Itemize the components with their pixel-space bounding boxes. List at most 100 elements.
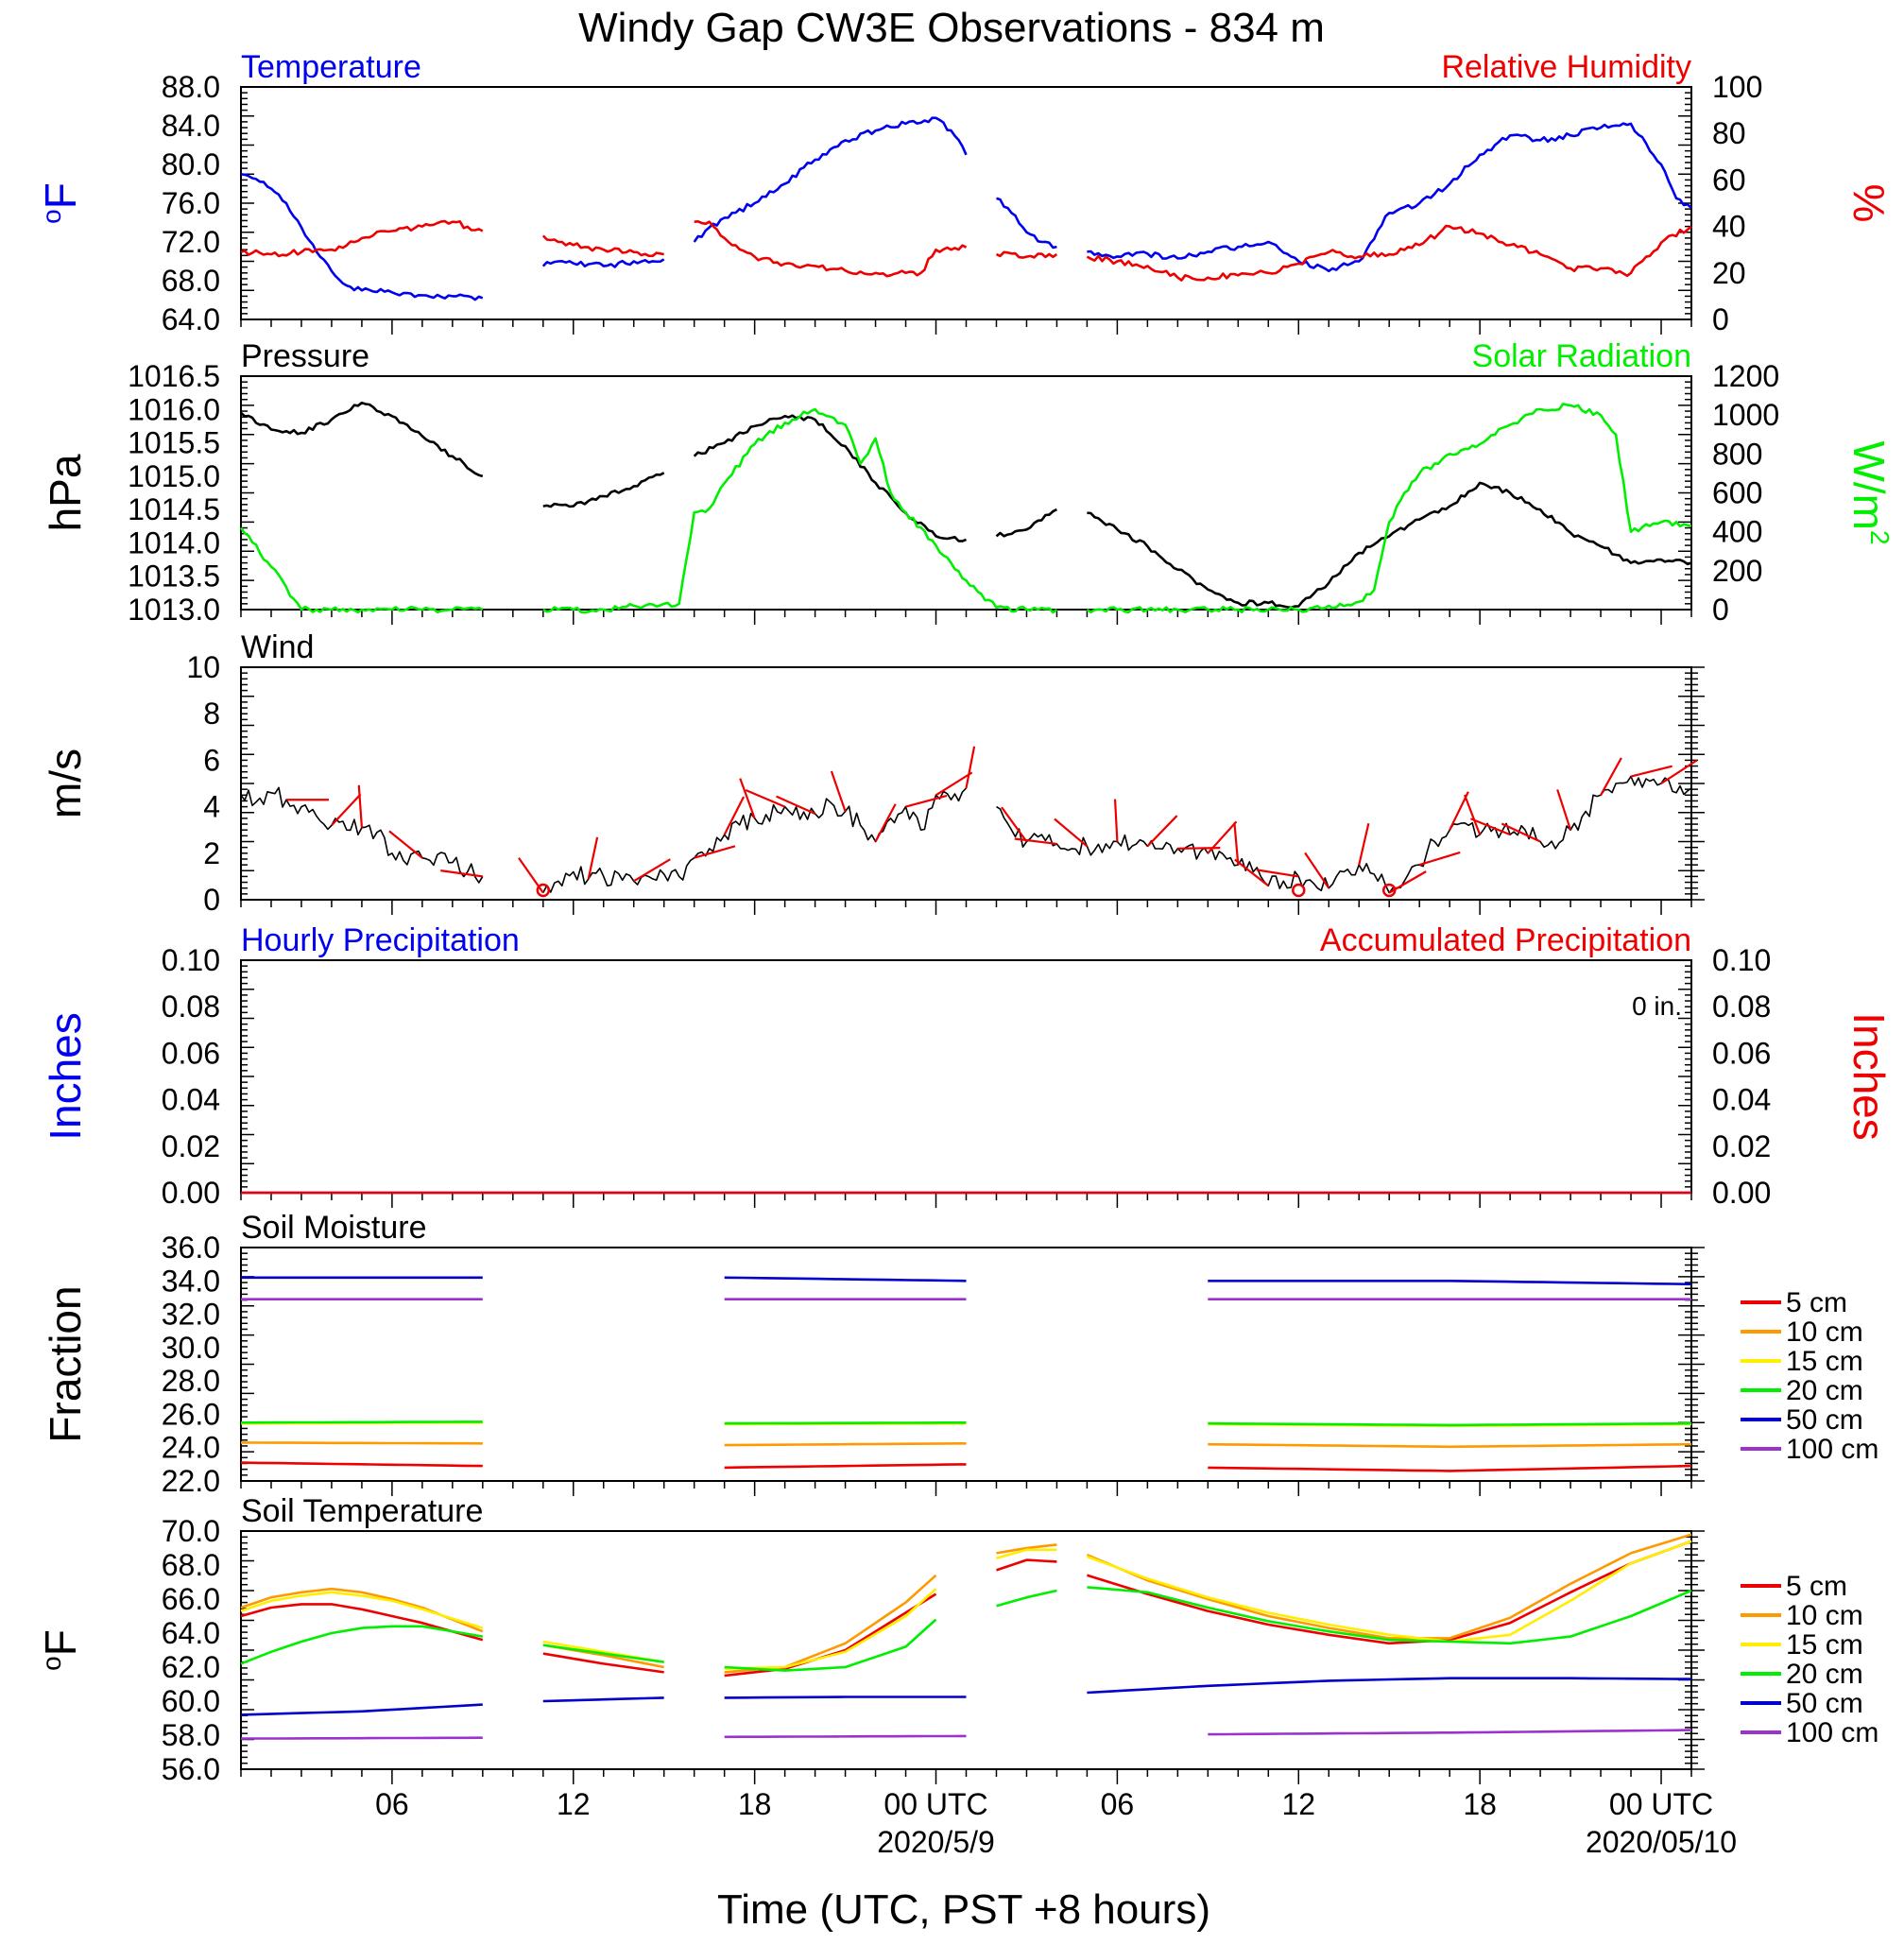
wind-panel: 10 8 6 4 2 0 Wind m/s	[41, 629, 1705, 917]
y-axis-label-left: hPa	[41, 454, 90, 531]
series-line-wind	[240, 775, 1692, 894]
y-tick-label-left: 0.02	[162, 1129, 220, 1163]
wind-barb	[723, 796, 746, 835]
wind-barb	[1556, 789, 1572, 831]
series-line-5cm	[240, 1540, 1692, 1678]
y-tick-label-right: 0.04	[1712, 1083, 1771, 1117]
y-tick-label-right: 1200	[1712, 359, 1779, 393]
y-tick-label-left: 6	[203, 743, 220, 777]
y-tick-label-left: 36.0	[162, 1231, 220, 1265]
series-line-solar	[239, 403, 1692, 614]
y-axis-label-left: Fraction	[41, 1285, 90, 1442]
legend-label: 100 cm	[1786, 1434, 1878, 1465]
wind-barb	[1660, 759, 1698, 784]
accumulated-total: 0 in.	[1632, 991, 1682, 1021]
wind-barb	[633, 858, 671, 883]
minor-ticks	[240, 375, 1692, 625]
wind-barb	[1233, 822, 1240, 866]
series-line-5cm	[240, 1461, 1692, 1472]
y-tick-label-left: 1015.5	[128, 426, 220, 460]
y-tick-label-left: 22.0	[162, 1464, 220, 1498]
x-tick-label: 18	[1463, 1787, 1497, 1821]
y-tick-label-left: 34.0	[162, 1264, 220, 1298]
calm-wind-circle	[1292, 883, 1306, 898]
y-tick-label-right: 1000	[1712, 398, 1779, 432]
y-tick-label-left: 24.0	[162, 1431, 220, 1465]
y-tick-label-right: 0.06	[1712, 1036, 1771, 1070]
wind-barb	[1418, 851, 1461, 867]
panel-title-left: Hourly Precipitation	[241, 922, 520, 958]
y-tick-label-left: 1016.0	[128, 392, 220, 426]
y-tick-label-left: 0.04	[162, 1083, 220, 1117]
wind-barb	[874, 803, 897, 843]
panel-title-right: Accumulated Precipitation	[1320, 922, 1691, 958]
series-line-10cm	[240, 1533, 1692, 1674]
series-line-humidity	[240, 219, 1692, 282]
y-tick-label-left: 60.0	[162, 1684, 220, 1718]
y-tick-label-left: 32.0	[162, 1298, 220, 1332]
y-tick-label-left: 72.0	[162, 225, 220, 259]
y-tick-label-right: 200	[1712, 554, 1762, 588]
x-axis-label: Time (UTC, PST +8 hours)	[717, 1886, 1210, 1933]
wind-barb	[739, 778, 756, 819]
y-tick-label-left: 26.0	[162, 1397, 220, 1431]
y-tick-label-left: 1014.0	[128, 525, 220, 559]
y-tick-label-left: 4	[203, 790, 220, 824]
minor-ticks	[240, 1247, 1705, 1496]
panel-title-right: Solar Radiation	[1472, 338, 1691, 374]
wind-barb	[935, 771, 973, 797]
soil-moisture-panel: 36.034.032.030.028.026.024.022.0 Soil Moi…	[41, 1210, 1878, 1498]
panel-title-right: Relative Humidity	[1441, 49, 1691, 85]
wind-barb	[1358, 823, 1370, 866]
y-tick-label-left: 0	[203, 883, 220, 917]
legend-label: 5 cm	[1786, 1287, 1847, 1318]
legend-label: 10 cm	[1786, 1317, 1863, 1348]
x-tick-label: 00 UTC	[883, 1787, 987, 1821]
y-tick-label-left: 30.0	[162, 1331, 220, 1365]
calm-wind-circle	[1381, 883, 1397, 898]
wind-barb	[1463, 794, 1482, 835]
wind-barb	[331, 793, 362, 827]
y-tick-label-left: 1013.0	[128, 593, 220, 627]
y-tick-label-left: 76.0	[162, 186, 220, 220]
wind-barb	[776, 795, 816, 815]
x-tick-label: 12	[1281, 1787, 1315, 1821]
y-tick-label-left: 0.10	[162, 943, 220, 977]
legend-label: 50 cm	[1786, 1688, 1863, 1719]
chart-title: Windy Gap CW3E Observations - 834 m	[578, 5, 1325, 51]
y-tick-label-left: 2	[203, 836, 220, 870]
wind-barb	[830, 770, 847, 812]
y-tick-label-left: 88.0	[162, 70, 220, 104]
y-tick-label-right: 400	[1712, 515, 1762, 549]
panel-title-left: Soil Moisture	[241, 1210, 427, 1246]
y-tick-label-right: 0	[1712, 302, 1729, 336]
series-line-50cm	[241, 1276, 1692, 1286]
y-tick-label-left: 28.0	[162, 1364, 220, 1398]
wind-barb	[1256, 869, 1299, 878]
soil-temperature-panel: 70.068.066.064.062.060.058.056.0 Soil Tem…	[36, 1493, 1878, 1786]
wind-barb	[1207, 820, 1238, 854]
minor-ticks	[240, 1530, 1705, 1784]
panel-title-left: Temperature	[241, 49, 421, 85]
y-tick-label-right: 100	[1712, 70, 1762, 104]
x-axis: 06 12 18 00 UTC 06 12 18 00 UTC 2020/5/9 2020/05/…	[375, 1787, 1737, 1859]
wind-barb	[440, 869, 483, 878]
x-tick-label: 06	[375, 1787, 409, 1821]
wind-barb	[965, 746, 976, 789]
y-axis-label-left: oF	[36, 1629, 85, 1671]
wind-barb	[1146, 815, 1178, 848]
series-line-temperature	[240, 116, 1692, 301]
series-line-15cm	[240, 1540, 1692, 1671]
legend-label: 50 cm	[1786, 1404, 1863, 1436]
plot-frame	[240, 375, 1692, 611]
wind-barb	[745, 789, 786, 808]
y-tick-label-left: 68.0	[162, 264, 220, 298]
panel-title-left: Soil Temperature	[241, 1493, 483, 1529]
legend-label: 20 cm	[1786, 1375, 1863, 1406]
y-tick-label-left: 66.0	[162, 1582, 220, 1616]
y-axis-label-right: W/m2	[1844, 440, 1895, 544]
plot-frame	[240, 959, 1692, 1194]
